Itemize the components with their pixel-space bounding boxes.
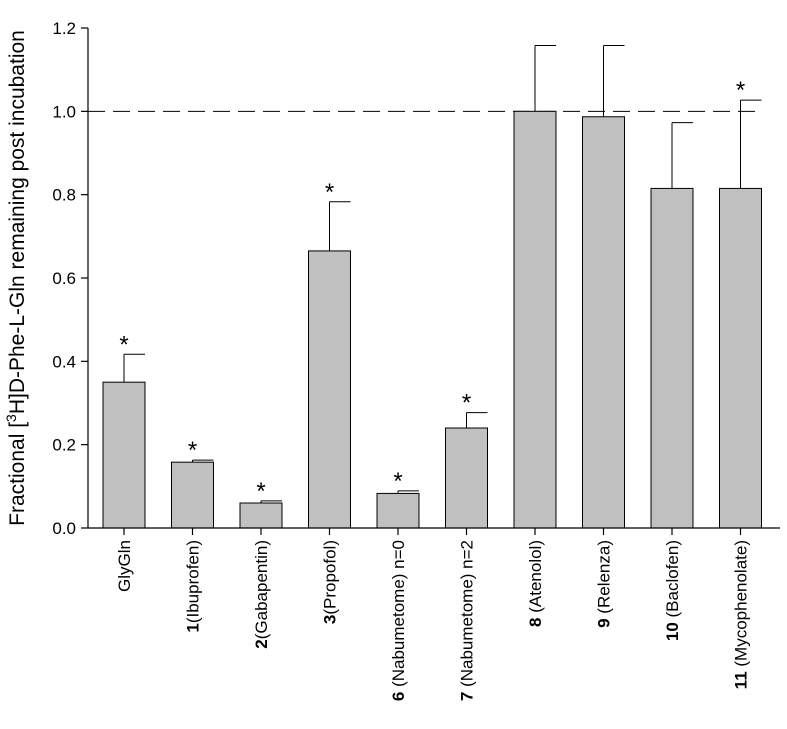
y-tick-label: 0.0 [52,519,76,538]
x-tick-label: 10 (Baclofen) [663,540,682,641]
x-tick-label-number: 2 [252,639,271,648]
significance-marker: * [736,77,745,104]
x-tick-label-name: GlyGln [115,540,134,592]
y-tick-label: 1.2 [52,19,76,38]
bar [376,492,420,529]
bar [513,110,557,529]
bar [171,461,214,529]
x-tick-label: 7 (Nabumetome) n=2 [458,540,477,701]
bars-layer [102,45,762,529]
significance-marker: * [188,437,197,464]
y-tick-label: 0.8 [52,186,76,205]
y-tick-label: 0.2 [52,436,76,455]
x-tick-label: 6 (Nabumetome) n=0 [389,540,408,701]
x-tick-label-name: (Atenolol) [526,540,545,617]
significance-layer: * * * * * * * [119,77,745,505]
significance-marker: * [256,478,265,505]
x-labels-layer: GlyGln 1(Ibuprofen) 2(Gabapentin) 3(Propofo… [115,528,751,701]
x-tick-label-number: 11 [732,671,751,689]
bar [239,502,283,529]
y-axis-label-pre: Fractional [ [6,422,29,526]
x-tick-label: 9 (Relenza) [595,540,614,628]
y-axis-label: Fractional [3H]D-Phe-L-Gln remaining pos… [3,30,29,526]
y-tick-label: 0.6 [52,269,76,288]
bar [102,381,146,529]
bar [650,187,694,529]
significance-marker: * [462,390,471,417]
bar [308,250,351,529]
x-tick-label-name: (Nabumetome) n=0 [389,540,408,692]
x-tick-label-name: (Baclofen) [663,540,682,622]
x-tick-label-name: (Mycophenolate) [732,540,751,671]
x-tick-label-name: (Propofol) [321,540,340,615]
x-tick-label-name: (Ibuprofen) [184,540,203,623]
x-tick-label: 2(Gabapentin) [252,540,271,649]
y-axis-label-post: H]D-Phe-L-Gln remaining post incubation [6,30,29,414]
significance-marker: * [393,468,402,495]
x-tick-label: 11 (Mycophenolate) [732,540,751,689]
x-tick-label-name: (Nabumetome) n=2 [458,540,477,692]
significance-marker: * [325,179,334,206]
x-tick-label: GlyGln [115,540,134,592]
x-tick-label: 3(Propofol) [321,540,340,624]
x-tick-label-number: 8 [526,617,545,626]
x-tick-label-number: 3 [321,615,340,624]
y-tick-label: 1.0 [52,102,76,121]
y-ticks-layer: 0.0 0.2 0.4 0.6 0.8 1.0 1.2 [52,19,88,538]
bar [445,427,488,529]
x-tick-label: 8 (Atenolol) [526,540,545,627]
bar [719,187,762,529]
significance-marker: * [119,331,128,358]
x-tick-label: 1(Ibuprofen) [184,540,203,633]
x-tick-label-number: 7 [458,692,477,701]
x-tick-label-number: 1 [184,623,203,632]
x-tick-label-name: (Gabapentin) [252,540,271,639]
y-tick-label: 0.4 [52,352,76,371]
x-tick-label-number: 10 [663,622,682,641]
x-tick-label-number: 9 [595,618,614,627]
x-tick-label-name: (Relenza) [595,540,614,618]
bar [582,116,625,529]
x-tick-label-number: 6 [389,692,408,701]
y-axis-label-superscript: 3 [3,414,19,422]
